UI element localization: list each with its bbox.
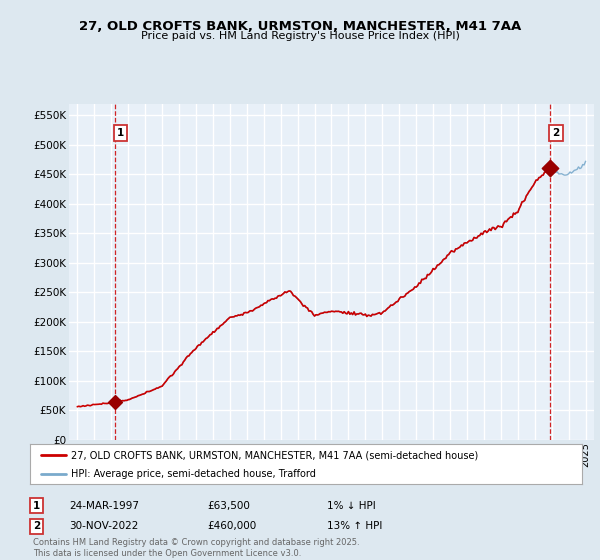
- Text: 2: 2: [33, 521, 40, 531]
- Text: 13% ↑ HPI: 13% ↑ HPI: [327, 521, 382, 531]
- Point: [545, 164, 555, 173]
- Point: [110, 398, 120, 407]
- Text: £460,000: £460,000: [207, 521, 256, 531]
- Text: 1: 1: [117, 128, 125, 138]
- Text: 27, OLD CROFTS BANK, URMSTON, MANCHESTER, M41 7AA (semi-detached house): 27, OLD CROFTS BANK, URMSTON, MANCHESTER…: [71, 450, 479, 460]
- Text: Price paid vs. HM Land Registry's House Price Index (HPI): Price paid vs. HM Land Registry's House …: [140, 31, 460, 41]
- Text: 30-NOV-2022: 30-NOV-2022: [69, 521, 139, 531]
- Text: 27, OLD CROFTS BANK, URMSTON, MANCHESTER, M41 7AA: 27, OLD CROFTS BANK, URMSTON, MANCHESTER…: [79, 20, 521, 32]
- Text: 2: 2: [553, 128, 560, 138]
- Text: 1% ↓ HPI: 1% ↓ HPI: [327, 501, 376, 511]
- Text: 24-MAR-1997: 24-MAR-1997: [69, 501, 139, 511]
- Text: £63,500: £63,500: [207, 501, 250, 511]
- Text: HPI: Average price, semi-detached house, Trafford: HPI: Average price, semi-detached house,…: [71, 469, 316, 479]
- Text: 1: 1: [33, 501, 40, 511]
- Text: Contains HM Land Registry data © Crown copyright and database right 2025.
This d: Contains HM Land Registry data © Crown c…: [33, 538, 359, 558]
